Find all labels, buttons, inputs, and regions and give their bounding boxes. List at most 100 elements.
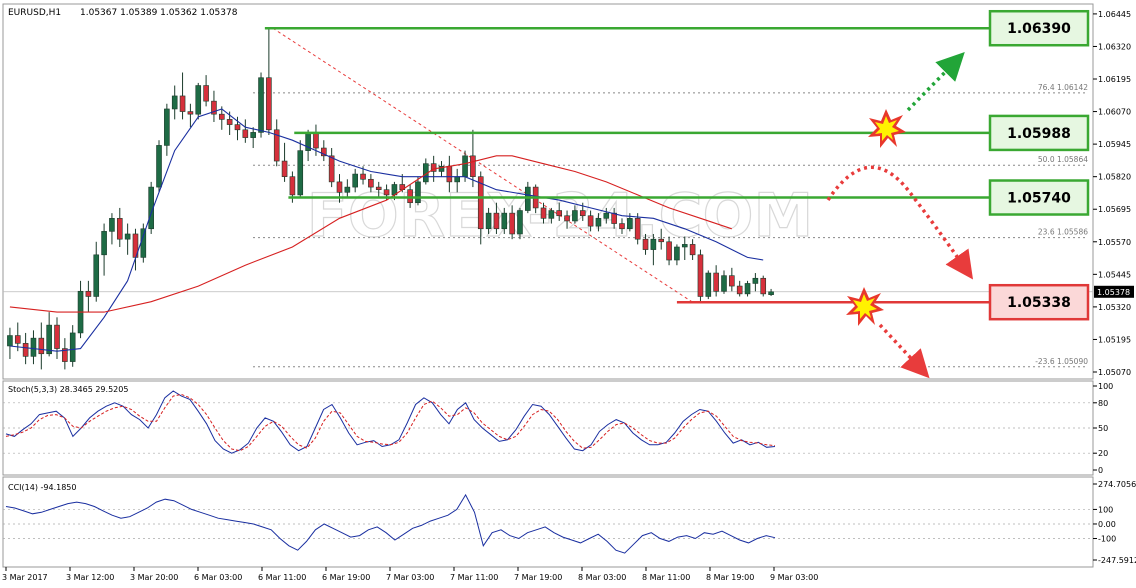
candle-body <box>101 231 107 256</box>
candle-body <box>383 189 390 196</box>
stoch-tick-label: 0 <box>1098 466 1103 475</box>
fib-level-label: -23.6 1.05090 <box>1035 357 1088 366</box>
candle-body <box>760 277 767 295</box>
candle-body <box>564 215 570 222</box>
price-tick-label: 1.06195 <box>1098 75 1131 84</box>
candle-body <box>689 244 696 256</box>
candle-body <box>705 272 712 297</box>
slow-ma-line <box>9 155 732 313</box>
candle-body <box>14 335 21 344</box>
breakout-star-icon-2 <box>846 287 884 326</box>
fib-level-label: 23.6 1.05586 <box>1038 228 1088 237</box>
candle-body <box>493 212 500 230</box>
candle-body <box>328 155 335 183</box>
fib-level-label: 50.0 1.05864 <box>1038 155 1088 164</box>
fib-level-label: 76.4 1.06142 <box>1038 83 1088 92</box>
candle-body <box>258 77 264 133</box>
candle-body <box>729 275 735 287</box>
candle-body <box>454 176 460 183</box>
candle-body <box>650 238 657 250</box>
candle-body <box>525 186 531 211</box>
price-tick-label: 1.05070 <box>1098 368 1131 377</box>
candle-body <box>242 129 249 138</box>
price-tick-label: 1.05945 <box>1098 140 1131 149</box>
time-tick-label: 8 Mar 11:00 <box>642 573 690 582</box>
price-tick-label: 1.06320 <box>1098 42 1131 51</box>
candle-body <box>164 108 170 146</box>
time-tick-label: 3 Mar 20:00 <box>130 573 178 582</box>
stoch-tick-label: 50 <box>1098 424 1108 433</box>
candle-body <box>548 210 555 219</box>
candle-body <box>470 155 476 177</box>
candle-body <box>658 238 665 243</box>
time-tick-label: 7 Mar 19:00 <box>514 573 562 582</box>
resistance-price-box <box>988 114 1090 152</box>
candle-body <box>666 241 672 261</box>
candle-body <box>250 132 256 138</box>
candle-body <box>46 324 52 355</box>
time-tick-label: 8 Mar 19:00 <box>706 573 754 582</box>
ohlc-label: 1.05367 1.05389 1.05362 1.05378 <box>80 8 238 18</box>
candle-body <box>297 150 304 196</box>
candle-body <box>85 290 92 297</box>
candle-body <box>438 165 445 172</box>
resistance-price-label: 1.05740 <box>1007 191 1071 207</box>
candle-body <box>595 218 602 227</box>
time-tick-label: 7 Mar 11:00 <box>450 573 498 582</box>
time-tick-label: 7 Mar 03:00 <box>386 573 434 582</box>
stoch-tick-label: 80 <box>1098 399 1108 408</box>
candle-body <box>674 246 680 261</box>
candle-body <box>611 212 617 224</box>
cci-tick-label: 274.7056 <box>1098 480 1136 489</box>
candle-body <box>368 178 374 188</box>
candle-body <box>642 238 649 250</box>
support-price-box <box>988 283 1090 321</box>
candle-body <box>603 212 610 219</box>
candle-body <box>226 119 233 125</box>
candle-body <box>289 176 296 196</box>
candle-body <box>313 132 319 149</box>
cci-tick-label: 100 <box>1098 505 1113 514</box>
current-price-label: 1.05378 <box>1097 288 1130 297</box>
candle-body <box>211 100 217 115</box>
candle-body <box>109 218 115 232</box>
time-tick-label: 9 Mar 03:00 <box>770 573 818 582</box>
cci-panel <box>2 476 1094 568</box>
bullish-arrow <box>906 51 965 112</box>
candle-body <box>627 218 633 230</box>
candle-body <box>203 85 209 102</box>
candle-body <box>517 210 523 235</box>
stoch-main-line <box>5 390 776 454</box>
bearish-arrow <box>878 323 930 379</box>
price-tick-label: 1.05820 <box>1098 173 1131 182</box>
candle-body <box>634 218 641 240</box>
time-tick-label: 6 Mar 11:00 <box>258 573 306 582</box>
candle-body <box>38 337 45 355</box>
candle-body <box>540 207 547 219</box>
candle-body <box>556 210 563 217</box>
candle-body <box>360 173 366 180</box>
candle-body <box>744 283 751 295</box>
candle-body <box>509 212 515 235</box>
cci-tick-label: -100 <box>1098 535 1116 544</box>
candle-body <box>22 343 29 357</box>
candle-body <box>579 210 586 217</box>
candle-body <box>321 147 327 157</box>
candle-body <box>124 233 131 240</box>
time-tick-label: 6 Mar 19:00 <box>322 573 370 582</box>
candle-body <box>446 165 453 183</box>
time-tick-label: 3 Mar 12:00 <box>66 573 114 582</box>
candle-body <box>7 335 13 347</box>
candle-body <box>721 275 727 292</box>
price-tick-label: 1.05320 <box>1098 303 1131 312</box>
candle-body <box>752 277 759 284</box>
resistance-price-box <box>988 179 1090 216</box>
time-tick-label: 3 Mar 2017 <box>2 573 48 582</box>
main-panel <box>2 3 1094 380</box>
candle-body <box>407 189 413 204</box>
candle-body <box>713 272 719 292</box>
stoch-title: Stoch(5,3,3) 28.3465 29.5205 <box>8 385 128 394</box>
price-tick-label: 1.05570 <box>1098 238 1131 247</box>
candle-body <box>485 212 492 230</box>
price-tick-label: 1.06445 <box>1098 10 1131 19</box>
